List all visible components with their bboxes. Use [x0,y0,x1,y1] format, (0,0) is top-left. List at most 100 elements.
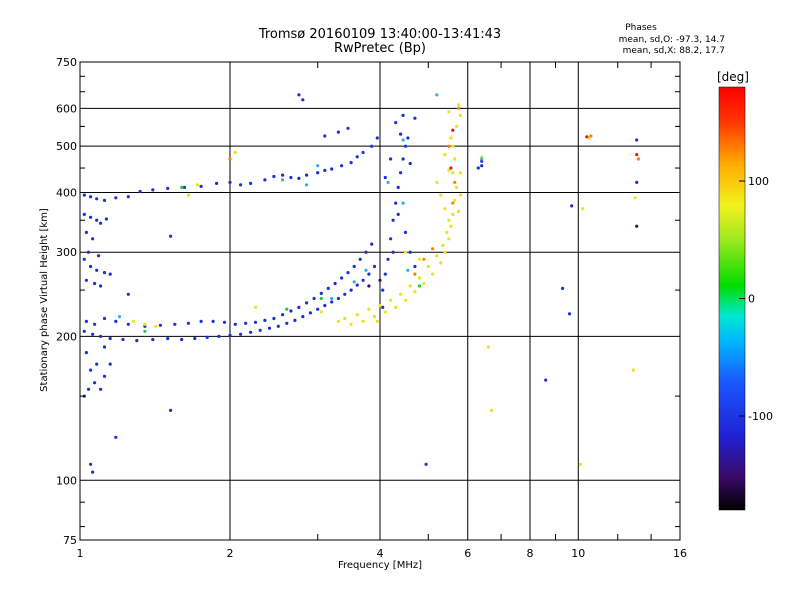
data-point [408,250,412,254]
data-point [401,113,405,117]
data-point [99,334,103,338]
data-point [413,116,417,120]
data-point [199,319,203,323]
data-points [82,93,641,474]
data-point [406,136,410,140]
data-point [406,268,410,272]
data-point [453,180,457,184]
data-point [169,234,173,238]
data-point [121,337,125,342]
data-point [126,292,130,296]
data-point [417,257,422,261]
data-point [447,168,451,172]
data-point [199,184,203,188]
x-axis-label: Frequency [MHz] [338,560,422,571]
data-point [95,218,99,222]
data-point [451,212,455,216]
data-point [267,326,272,330]
data-point [272,316,276,321]
data-point [102,316,107,321]
data-point [249,330,253,334]
data-point [417,284,422,288]
data-point [401,201,405,205]
data-point [126,195,130,199]
data-point [258,328,262,332]
data-point [93,381,97,385]
data-point [480,155,484,159]
data-point [424,462,428,466]
y-tick-label: 75 [63,534,77,547]
data-point [330,296,334,301]
data-point [635,224,639,228]
data-point [355,313,359,317]
x-tick-label: 2 [227,547,234,560]
data-point [289,175,293,180]
data-point [386,180,390,184]
data-point [239,183,243,187]
plot-area [79,61,681,541]
data-point [108,336,112,341]
data-point [91,470,95,474]
data-point [486,345,490,349]
data-point [151,337,155,342]
data-point [117,315,122,319]
data-point [391,250,395,254]
data-point [154,324,158,328]
data-point [585,135,589,139]
data-point [330,167,334,171]
data-point [114,319,118,323]
data-point [99,387,103,391]
data-point [297,93,301,97]
grid-lines [80,62,680,540]
data-point [158,323,162,327]
data-point [447,237,451,241]
data-point [413,272,417,276]
data-point [458,171,462,175]
data-point [82,257,86,261]
data-point [151,188,155,192]
data-point [453,157,457,161]
data-point [89,195,93,199]
data-point [413,290,417,294]
data-point [336,296,340,301]
data-point [480,164,484,168]
data-point [383,272,387,276]
data-point [355,155,359,159]
data-point [305,173,309,177]
data-point [443,153,447,157]
data-point [346,271,350,275]
data-point [435,180,439,184]
data-point [355,283,359,287]
y-tick-label: 500 [56,140,77,153]
data-point [323,134,327,138]
data-point [431,247,435,251]
x-tick-label: 1 [77,547,84,560]
data-point [93,281,97,286]
y-axis: 75 100 200 300 400 500 600 750 [56,56,680,547]
data-point [166,336,170,341]
data-point [358,257,362,261]
data-point [312,296,316,301]
data-point [343,292,347,296]
data-point [490,408,494,412]
data-point [451,201,455,205]
data-point [281,173,285,177]
data-point [233,150,237,155]
data-point [389,237,393,241]
x-tick-label: 8 [527,547,534,560]
data-point [361,278,365,282]
x-tick-label: 16 [673,547,687,560]
phase-stat-o: mean, sd,O: -97.3, 14.7 [619,35,725,45]
data-point [386,257,390,261]
data-point [396,185,400,189]
data-point [86,387,91,391]
data-point [84,319,88,323]
data-point [285,321,289,325]
data-point [186,193,190,197]
data-point [401,138,405,142]
data-point [108,362,112,366]
data-point [180,185,184,189]
data-point [443,207,447,211]
data-point [84,278,88,282]
data-point [394,201,398,205]
